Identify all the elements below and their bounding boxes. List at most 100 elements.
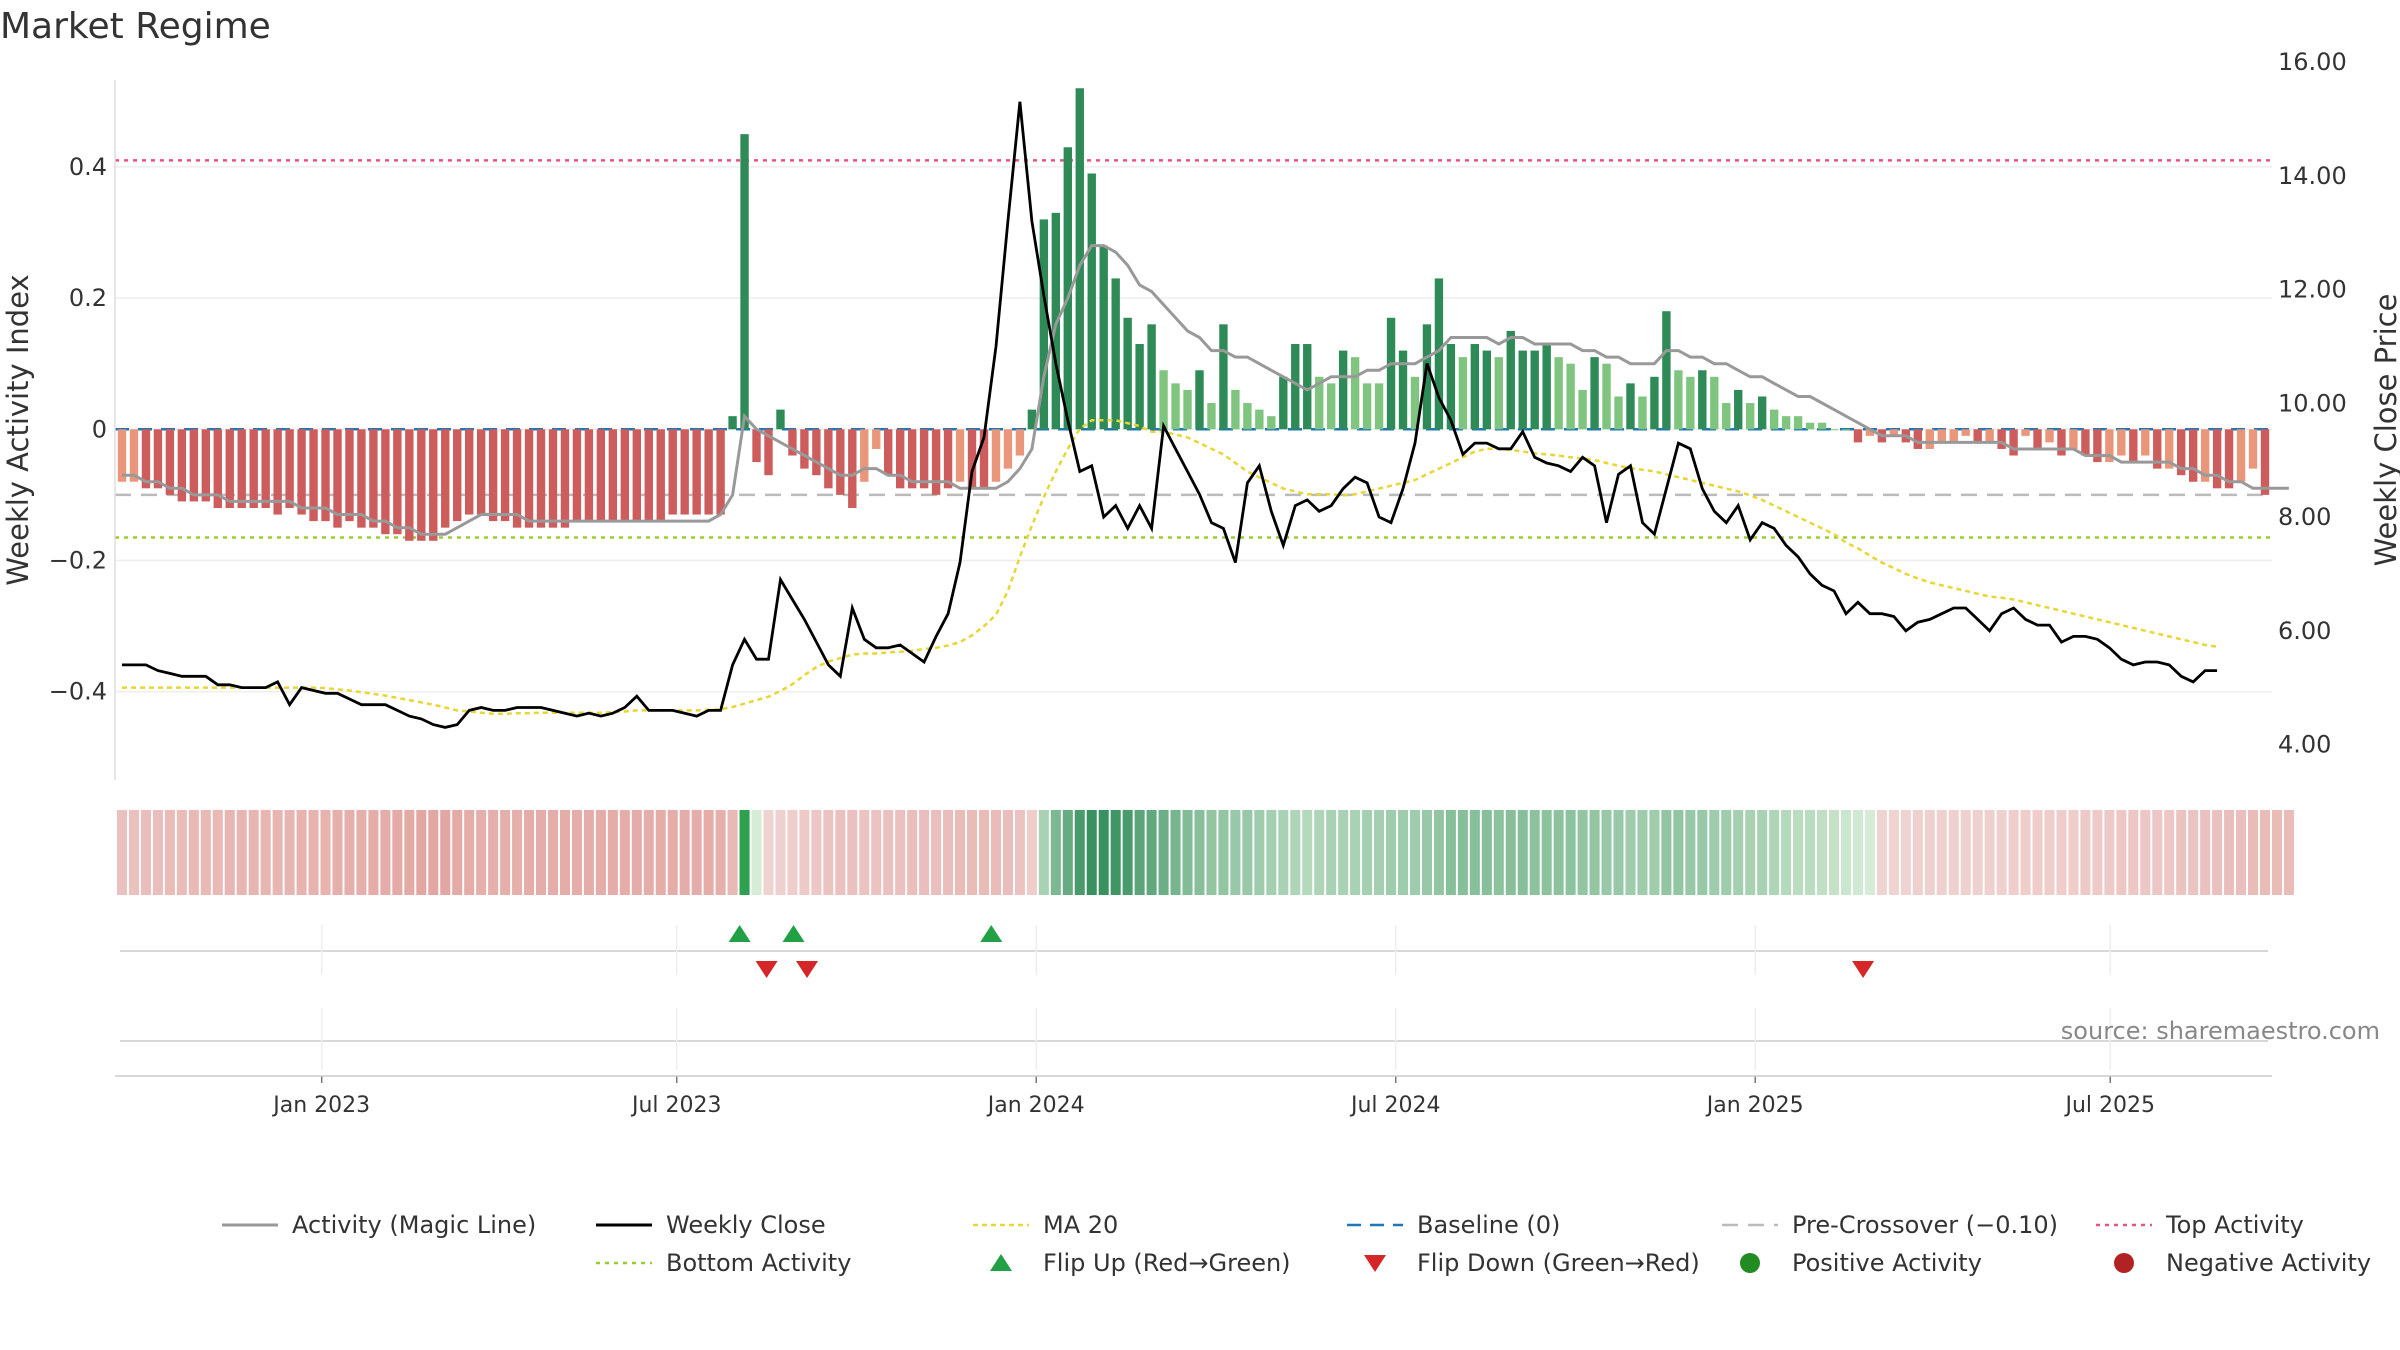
activity-bar <box>1303 344 1312 430</box>
regime-cell <box>547 810 559 895</box>
activity-bar <box>333 429 342 528</box>
activity-bar <box>213 429 222 508</box>
regime-cell <box>1625 810 1636 895</box>
regime-cell <box>2032 810 2043 895</box>
activity-bar <box>740 134 749 430</box>
regime-cell <box>2116 810 2127 895</box>
regime-cell <box>583 810 594 895</box>
flip-down-marker <box>796 961 819 978</box>
regime-cell <box>919 810 930 895</box>
regime-cell <box>176 810 187 895</box>
activity-bar <box>2165 429 2174 469</box>
regime-cell <box>1086 810 1097 895</box>
regime-cell <box>1170 810 1181 895</box>
regime-cell <box>1050 810 1061 895</box>
activity-bar <box>1159 370 1168 430</box>
regime-cell <box>344 810 355 895</box>
y-axis-right-label: Weekly Close Price <box>2369 294 2400 567</box>
activity-bar <box>2105 429 2114 463</box>
regime-cell <box>296 810 307 895</box>
axes: 0.4 0.2 0 −0.2 −0.4 16.00 14.00 12.00 10.00 8.00 6… <box>49 48 2347 780</box>
flip-down-marker <box>755 961 778 978</box>
activity-bar <box>1027 409 1037 430</box>
activity-bar <box>1147 324 1156 430</box>
regime-cell <box>452 810 463 895</box>
regime-cell <box>1577 810 1588 895</box>
regime-cell <box>2176 810 2187 895</box>
regime-cell <box>978 810 990 895</box>
activity-bar <box>1446 344 1456 430</box>
activity-bar <box>1949 429 1958 443</box>
activity-bar <box>1817 422 1827 430</box>
activity-bar <box>249 429 258 508</box>
activity-bar <box>225 429 234 508</box>
activity-bar <box>692 429 701 515</box>
regime-cell <box>1158 810 1169 895</box>
activity-bar <box>393 429 402 535</box>
activity-bar <box>1099 245 1108 430</box>
regime-cell <box>847 810 858 895</box>
activity-bar <box>1698 370 1707 430</box>
regime-heat-strip <box>116 810 2294 895</box>
activity-bar <box>1410 376 1420 430</box>
regime-cell <box>1182 810 1193 895</box>
activity-bar <box>620 429 630 522</box>
activity-bar <box>776 409 785 430</box>
regime-cell <box>1828 810 1840 895</box>
regime-cell <box>1062 810 1073 895</box>
activity-bar <box>1422 324 1432 430</box>
activity-bar <box>788 429 797 456</box>
regime-cell <box>1649 810 1660 895</box>
activity-bar <box>2117 429 2126 456</box>
activity-bar <box>285 429 294 508</box>
activity-bar <box>2200 429 2210 482</box>
activity-bar <box>2177 429 2186 476</box>
regime-cell <box>1924 810 1935 895</box>
activity-bar <box>1243 403 1252 430</box>
legend: Activity (Magic Line) Weekly Close MA 20 Ba… <box>222 1211 2371 1277</box>
magic-line <box>122 244 2289 536</box>
regime-cell <box>488 810 499 895</box>
regime-cell <box>1876 810 1887 895</box>
activity-bar <box>1757 396 1767 430</box>
activity-bar <box>764 429 773 476</box>
legend-swatch-negative <box>2114 1253 2134 1273</box>
activity-bar <box>644 429 653 522</box>
activity-bar <box>895 429 905 489</box>
activity-bar <box>1123 317 1132 430</box>
activity-bar <box>955 429 965 482</box>
regime-cell <box>1673 810 1684 895</box>
regime-cell <box>1122 810 1133 895</box>
activity-bar <box>1530 350 1539 430</box>
activity-bar <box>1003 429 1013 469</box>
activity-bar <box>1602 363 1611 430</box>
regime-cell <box>703 810 714 895</box>
activity-bar <box>177 429 187 502</box>
regime-cell <box>966 810 978 895</box>
regime-cell <box>128 810 140 895</box>
activity-bar <box>1734 389 1743 430</box>
regime-cell <box>763 810 774 895</box>
flip-up-marker <box>728 925 751 942</box>
ma20-line <box>122 419 2218 716</box>
activity-bar <box>536 429 546 528</box>
activity-bar <box>1590 357 1599 430</box>
legend-swatch-positive <box>1740 1253 1760 1273</box>
regime-cell <box>476 810 487 895</box>
regime-cell <box>2212 810 2223 895</box>
regime-cell <box>1793 810 1804 895</box>
legend-label: Pre-Crossover (−0.10) <box>1792 1211 2058 1239</box>
activity-bar <box>1374 383 1384 430</box>
y-tick-right-label: 4.00 <box>2278 731 2331 759</box>
activity-bar <box>1015 429 1025 456</box>
activity-bar <box>1231 389 1240 430</box>
legend-label: Flip Up (Red→Green) <box>1043 1249 1291 1277</box>
regime-cell <box>332 810 343 895</box>
activity-bar <box>680 429 689 515</box>
activity-bar <box>1769 409 1779 430</box>
activity-bar <box>716 429 725 515</box>
regime-cell <box>1781 810 1792 895</box>
regime-cell <box>248 810 259 895</box>
regime-cell <box>188 810 199 895</box>
activity-bar <box>668 429 677 515</box>
